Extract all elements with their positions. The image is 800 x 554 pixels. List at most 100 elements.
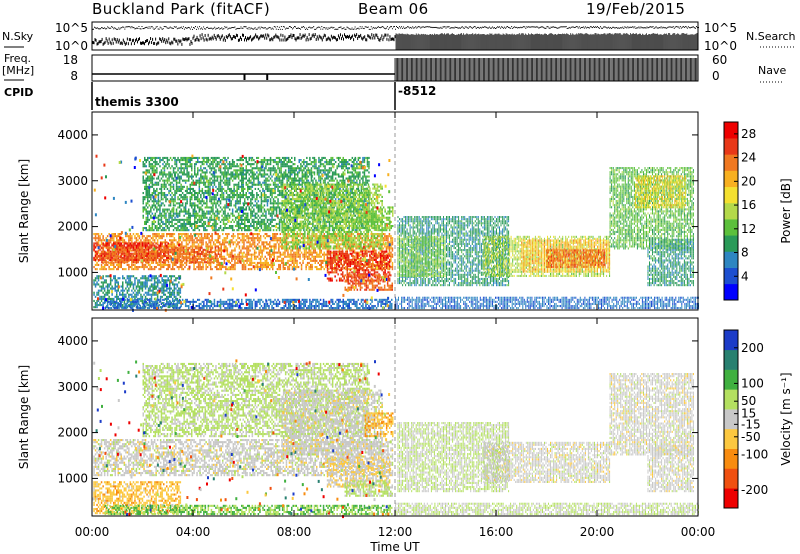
echo-cell [113, 239, 115, 241]
noise-search-mark [115, 28, 116, 29]
echo-cell [210, 268, 212, 270]
echo-cell [248, 239, 250, 241]
noise-search-mark [361, 28, 362, 29]
echo-cell [319, 260, 321, 262]
noise-search-mark [335, 29, 336, 30]
echo-cell [212, 261, 214, 263]
noise-search-mark [490, 28, 491, 29]
echo-cell [122, 288, 124, 290]
noise-search-mark [493, 28, 494, 29]
echo-cell [115, 281, 117, 283]
echo-cell [166, 255, 168, 257]
echo-cell [209, 259, 211, 261]
echo-cell [148, 249, 150, 251]
echo-cell [286, 233, 288, 235]
noise-search-mark [305, 29, 306, 30]
echo-cell [245, 247, 247, 249]
noise-search-mark [418, 26, 419, 27]
noise-search-mark [556, 27, 557, 28]
echo-cell [131, 245, 133, 247]
echo-cell [290, 252, 292, 254]
echo-cell [104, 288, 106, 290]
echo-cell [110, 264, 112, 266]
echo-cell [278, 268, 280, 270]
echo-cell [142, 235, 144, 237]
echo-cell [254, 256, 256, 258]
echo-cell [134, 279, 136, 281]
echo-cell [286, 241, 288, 243]
echo-cell [98, 283, 100, 285]
echo-cell [274, 254, 276, 256]
echo-cell [257, 268, 259, 270]
echo-cell [109, 255, 111, 257]
echo-cell [144, 257, 146, 259]
echo-cell [336, 235, 338, 237]
noise-search-mark [124, 29, 125, 30]
echo-cell [168, 247, 170, 249]
echo-cell [165, 286, 167, 288]
echo-cell [128, 296, 130, 298]
echo-cell [158, 275, 160, 277]
noise-search-mark [603, 27, 604, 28]
echo-cell [187, 243, 189, 245]
echo-cell [222, 258, 224, 260]
echo-cell [105, 245, 107, 247]
echo-cell [133, 268, 135, 270]
echo-cell [216, 255, 218, 257]
echo-cell [215, 239, 217, 241]
echo-cell [115, 304, 117, 306]
echo-cell [239, 233, 241, 235]
noise-search-mark [235, 29, 236, 30]
noise-search-mark [653, 26, 654, 27]
echo-cell [134, 235, 136, 237]
echo-cell [192, 261, 194, 263]
echo-cell [308, 268, 310, 270]
echo-cell [194, 257, 196, 259]
echo-cell [98, 252, 100, 254]
echo-cell [130, 239, 132, 241]
echo-cell [205, 258, 207, 260]
echo-cell [152, 277, 154, 279]
echo-cell [265, 260, 267, 262]
echo-cell [151, 266, 153, 268]
echo-cell [143, 239, 145, 241]
noise-search-mark [322, 29, 323, 30]
echo-cell [111, 294, 113, 296]
echo-cell [383, 241, 385, 243]
echo-cell [260, 258, 262, 260]
echo-cell [156, 247, 158, 249]
noise-search-mark [624, 26, 625, 27]
echo-cell [201, 259, 203, 261]
power-panel [92, 112, 699, 312]
echo-cell [295, 262, 297, 264]
echo-cell [128, 245, 130, 247]
echo-cell [133, 296, 135, 298]
echo-cell [392, 268, 394, 270]
echo-cell [102, 283, 104, 285]
echo-cell [130, 257, 132, 259]
echo-cell [168, 233, 170, 235]
echo-cell [134, 253, 136, 255]
echo-cell [98, 259, 100, 261]
echo-cell [161, 283, 163, 285]
echo-cell [227, 254, 229, 256]
echo-cell [169, 290, 171, 292]
echo-cell [181, 261, 183, 263]
echo-cell [166, 264, 168, 266]
echo-cell [112, 251, 114, 253]
echo-cell [216, 245, 218, 247]
echo-cell [308, 252, 310, 254]
echo-cell [130, 235, 132, 237]
echo-cell [108, 298, 110, 300]
echo-cell [134, 242, 136, 244]
echo-cell [118, 249, 120, 251]
echo-cell [110, 288, 112, 290]
echo-cell [248, 235, 250, 237]
echo-cell [251, 264, 253, 266]
noise-search-mark [297, 28, 298, 29]
noise-search-mark [113, 28, 114, 29]
echo-cell [161, 277, 163, 279]
echo-cell [193, 241, 195, 243]
echo-cell [202, 268, 204, 270]
echo-cell [136, 296, 138, 298]
